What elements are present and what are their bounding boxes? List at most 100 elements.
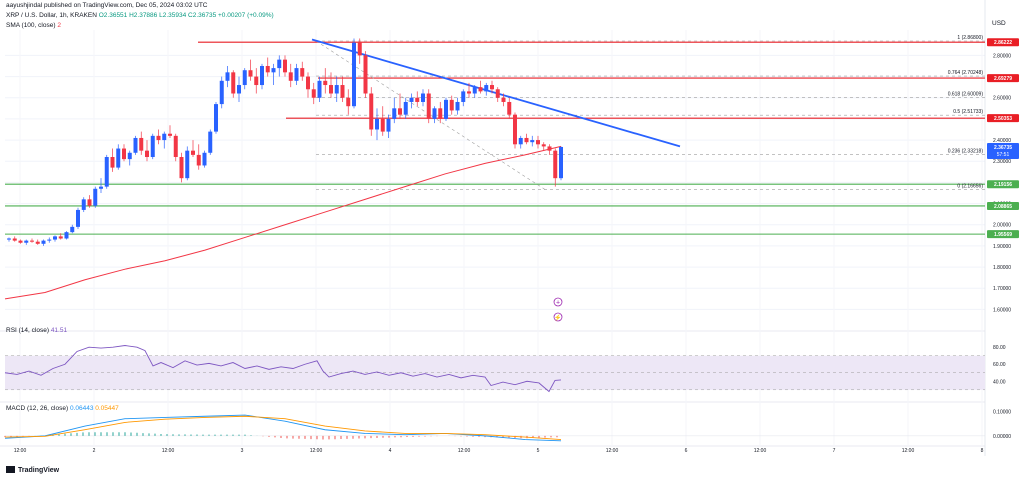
rsi-tick-label: 60.00 — [993, 362, 1006, 368]
signal-line — [4, 415, 562, 440]
lightning-icon[interactable]: ⚡ — [553, 312, 563, 322]
sma-label: SMA (100, close) — [6, 22, 56, 29]
candle-body — [490, 85, 494, 90]
time-tick-label: 12:00 — [14, 448, 27, 454]
candle-body — [501, 97, 506, 102]
candle-body — [58, 236, 63, 239]
price-tag-label: 2.19156 — [994, 182, 1012, 188]
fib-level-label: 0.618 (2.60009) — [948, 92, 984, 98]
time-tick-label: 12:00 — [310, 448, 323, 454]
candle-body — [12, 238, 17, 241]
candle-body — [536, 140, 540, 145]
candle-body — [472, 87, 477, 94]
candle-body — [237, 85, 241, 94]
price-tag-box — [987, 180, 1019, 189]
time-tick-label: 7 — [833, 448, 836, 454]
candle-body — [409, 97, 414, 102]
price-tick-label: 1.80000 — [993, 265, 1011, 271]
time-tick-label: 12:00 — [606, 448, 619, 454]
rsi-tick-label: 80.00 — [993, 345, 1006, 351]
candle-body — [260, 65, 264, 86]
candle-body — [185, 150, 190, 179]
time-tick-label: 3 — [241, 448, 244, 454]
price-tick-label: 2.40000 — [993, 138, 1011, 144]
candle-body — [24, 240, 29, 243]
candle-body — [507, 101, 512, 115]
candle-body — [145, 150, 149, 158]
candle-body — [553, 150, 558, 179]
macd-label: MACD (12, 26, close) — [6, 405, 69, 412]
candle-body — [179, 157, 184, 179]
macd-value: 0.06443 — [69, 405, 94, 412]
publisher-line: aayushjindal published on TradingView.co… — [6, 2, 208, 9]
candle-body — [70, 226, 75, 233]
price-tag-label: 2.08865 — [994, 204, 1012, 210]
candle-body — [449, 99, 454, 111]
time-tick-label: 12:00 — [902, 448, 915, 454]
countdown-label: 57:51 — [997, 152, 1010, 158]
sma-value: 2 — [57, 22, 61, 29]
candle-body — [191, 150, 195, 155]
candle-body — [122, 148, 126, 160]
candle-body — [518, 137, 523, 145]
fib-level-label: 0 (2.16656) — [957, 183, 983, 189]
candle-body — [311, 89, 316, 98]
time-tick-label: 5 — [537, 448, 540, 454]
candle-body — [415, 97, 420, 102]
ohlc-values: O2.36551 H2.37886 L2.35934 C2.36735 +0.0… — [98, 12, 274, 19]
candle-body — [64, 232, 69, 239]
candle-body — [219, 80, 224, 105]
candle-body — [168, 133, 172, 136]
svg-text:⚡: ⚡ — [554, 314, 561, 322]
price-tag-box — [987, 142, 1019, 159]
time-tick-label: 12:00 — [754, 448, 767, 454]
price-tick-label: 1.60000 — [993, 307, 1011, 313]
candle-body — [495, 89, 500, 98]
candle-body — [357, 42, 362, 56]
time-tick-label: 4 — [389, 448, 392, 454]
price-tag-label: 2.50353 — [994, 116, 1012, 122]
candle-body — [461, 91, 466, 102]
candle-body — [93, 188, 98, 206]
candle-body — [300, 68, 305, 77]
symbol-name: XRP / U.S. Dollar, 1h, KRAKEN — [6, 12, 97, 19]
sma-line — [4, 145, 562, 300]
candle-body — [513, 114, 517, 145]
price-tag-box — [987, 38, 1019, 47]
candle-body — [87, 199, 92, 206]
candle-body — [444, 99, 448, 119]
price-tick-label: 2.00000 — [993, 223, 1011, 229]
candle-body — [524, 137, 529, 143]
candle-body — [484, 85, 489, 92]
candle-body — [248, 70, 253, 77]
macd-line — [4, 414, 562, 442]
candle-body — [110, 157, 115, 168]
candle-body — [317, 80, 322, 98]
candle-body — [76, 209, 80, 227]
candle-body — [323, 80, 328, 86]
candle-body — [196, 154, 201, 166]
macd-panel — [4, 414, 985, 442]
price-tag-box — [987, 74, 1019, 83]
svg-text:+: + — [556, 300, 560, 307]
time-tick-label: 8 — [981, 448, 984, 454]
price-tag-label: 2.69279 — [994, 76, 1012, 82]
plus-icon[interactable]: + — [553, 297, 563, 307]
candle-body — [277, 59, 282, 69]
candle-body — [242, 70, 247, 86]
candle-body — [559, 146, 563, 179]
candle-body — [265, 65, 270, 73]
candle-body — [438, 108, 443, 119]
price-tag-box — [987, 114, 1019, 123]
macd-tick-label: 0.10000 — [993, 409, 1011, 415]
candle-body — [478, 87, 483, 92]
logo-text: TradingView — [18, 467, 60, 474]
candle-body — [467, 91, 471, 94]
price-tick-label: 1.90000 — [993, 244, 1011, 250]
candle-body — [47, 239, 52, 241]
price-tag-label: 2.86222 — [994, 40, 1012, 46]
candle-body — [283, 59, 287, 73]
candle-body — [352, 42, 356, 107]
candle-body — [334, 85, 339, 94]
